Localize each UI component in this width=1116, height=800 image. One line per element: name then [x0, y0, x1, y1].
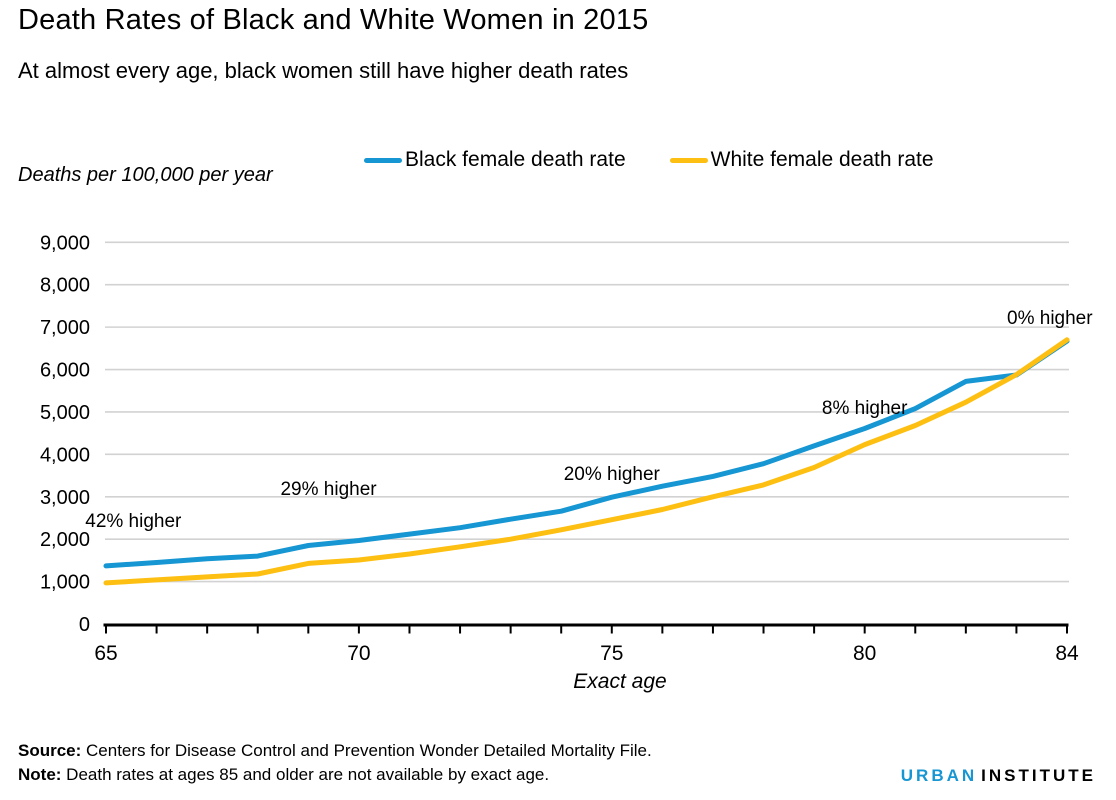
- logo-institute-text: INSTITUTE: [981, 766, 1096, 785]
- y-tick-label-7000: 7,000: [40, 317, 90, 339]
- legend-label-black-female: Black female death rate: [405, 148, 626, 171]
- legend-item-black-female: Black female death rate: [364, 148, 626, 172]
- logo-urban-text: URBAN: [900, 766, 978, 785]
- note-label: Note:: [18, 765, 62, 784]
- source-line: Source: Centers for Disease Control and …: [18, 739, 652, 763]
- note-text: Death rates at ages 85 and older are not…: [61, 765, 550, 784]
- source-label: Source:: [18, 741, 82, 760]
- legend-item-white-female: White female death rate: [669, 148, 934, 172]
- legend-label-white-female: White female death rate: [710, 148, 934, 171]
- x-axis-title: Exact age: [573, 670, 667, 693]
- legend-swatch-white-female-icon: [669, 157, 708, 163]
- source-text: Centers for Disease Control and Preventi…: [81, 741, 652, 760]
- series-line-white-female: [103, 337, 1070, 586]
- legend-swatch-black-female-icon: [364, 157, 402, 163]
- y-axis-unit-label: Deaths per 100,000 per year: [18, 164, 273, 186]
- series-line-black-female: [103, 338, 1070, 569]
- x-tick-label-84: 84: [1055, 642, 1079, 665]
- y-tick-label-8000: 8,000: [40, 275, 90, 297]
- annotation-29-higher: 29% higher: [280, 479, 377, 500]
- urban-institute-logo: URBAN INSTITUTE: [901, 766, 1096, 786]
- chart-title: Death Rates of Black and White Women in …: [18, 4, 649, 36]
- legend: Black female death rate White female dea…: [364, 148, 934, 172]
- y-tick-label-1000: 1,000: [40, 572, 90, 594]
- annotation-0-higher: 0% higher: [1007, 308, 1093, 329]
- y-tick-label-2000: 2,000: [40, 529, 90, 551]
- line-chart-canvas: 0 1,000 2,000 3,000 4,000 5,000 6,000 7,000 8,00…: [40, 232, 1093, 665]
- y-tick-label-9000: 9,000: [40, 232, 90, 254]
- y-tick-label-0: 0: [79, 614, 90, 636]
- y-tick-label-4000: 4,000: [40, 444, 90, 466]
- annotation-8-higher: 8% higher: [822, 398, 908, 419]
- x-tick-label-80: 80: [853, 642, 876, 665]
- y-tick-label-5000: 5,000: [40, 402, 90, 424]
- footer-notes: Source: Centers for Disease Control and …: [18, 739, 652, 787]
- annotation-42-higher: 42% higher: [85, 511, 182, 532]
- x-tick-label-70: 70: [347, 642, 370, 665]
- annotation-20-higher: 20% higher: [564, 464, 661, 485]
- note-line: Note: Death rates at ages 85 and older a…: [18, 763, 652, 787]
- x-tick-label-65: 65: [94, 642, 117, 665]
- y-tick-label-3000: 3,000: [40, 487, 90, 509]
- x-tick-label-75: 75: [600, 642, 623, 665]
- chart-subtitle: At almost every age, black women still h…: [18, 58, 629, 83]
- y-tick-label-6000: 6,000: [40, 360, 90, 382]
